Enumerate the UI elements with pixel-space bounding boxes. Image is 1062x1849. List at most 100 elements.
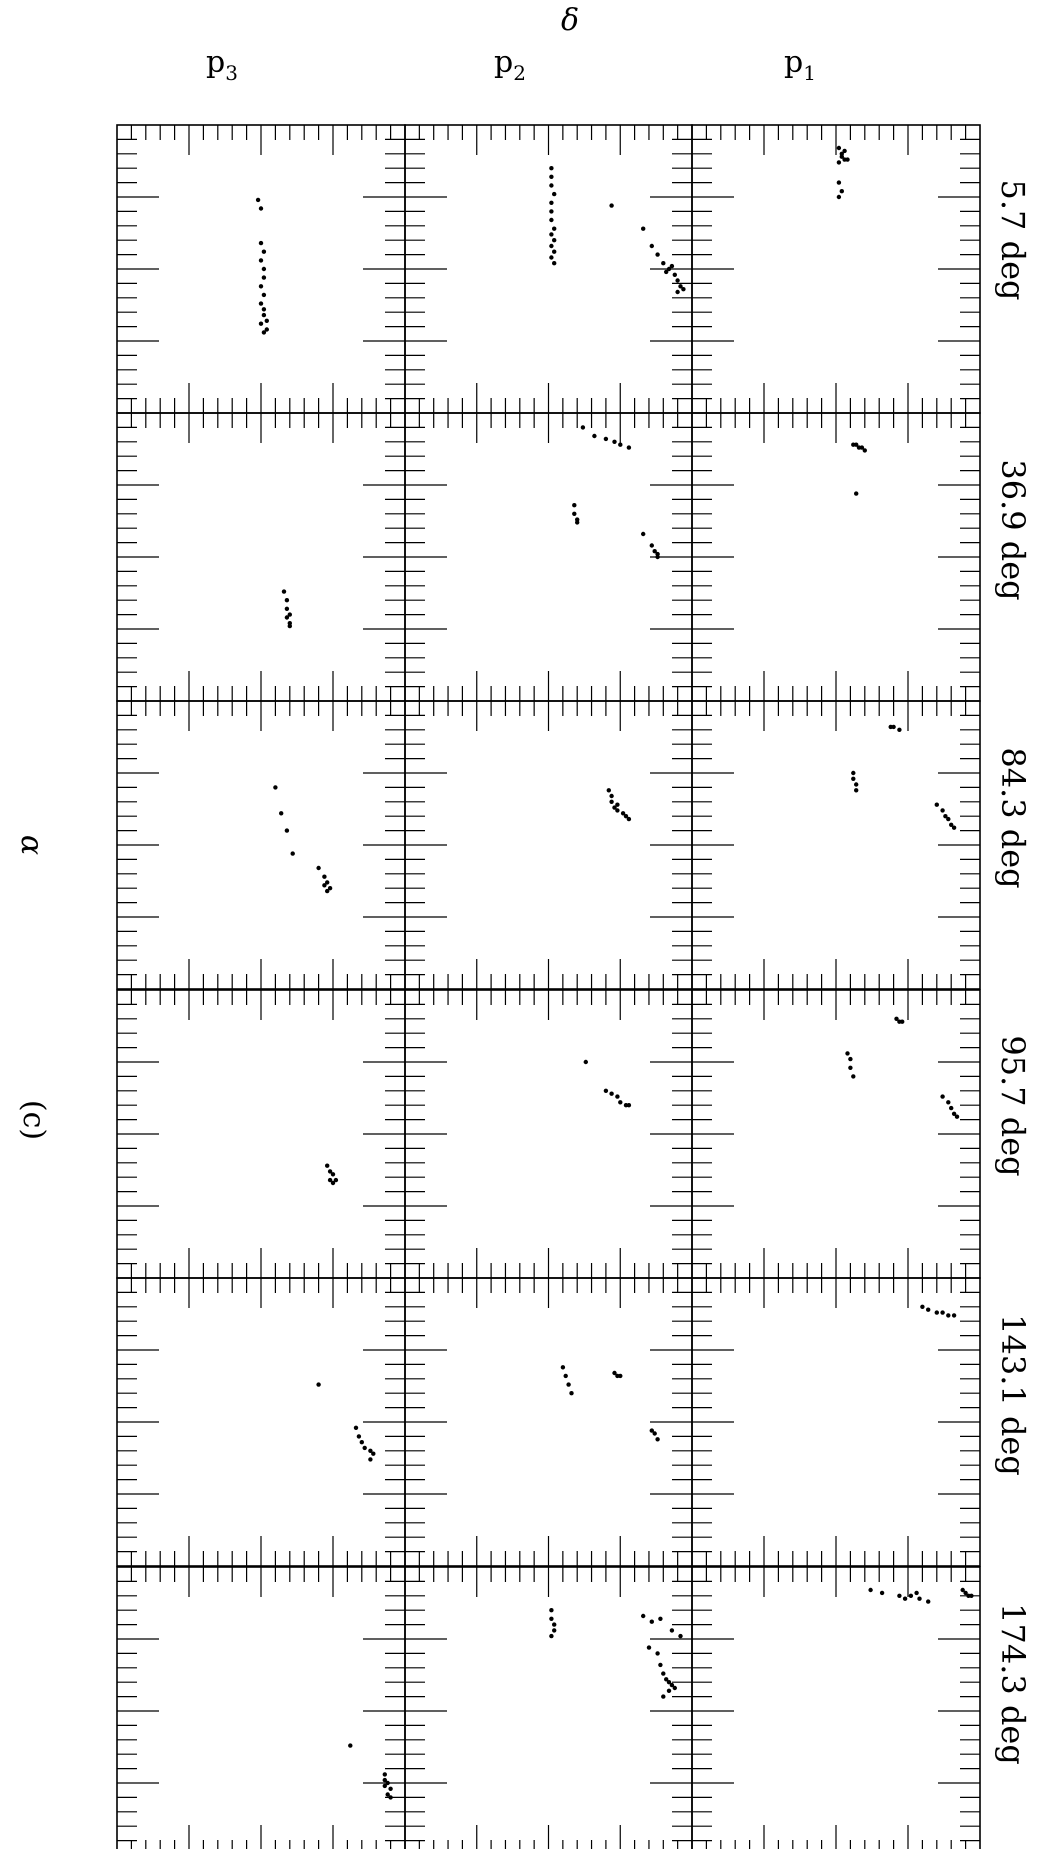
data-point — [258, 321, 264, 326]
column-label-p1: p1 — [784, 45, 816, 85]
data-point — [261, 275, 267, 280]
data-point — [255, 197, 261, 203]
data-point — [900, 1019, 905, 1024]
data-point — [934, 802, 939, 807]
data-point — [669, 1682, 675, 1688]
data-point — [902, 1596, 908, 1601]
data-point — [549, 200, 554, 205]
data-point — [620, 811, 626, 816]
data-point — [592, 433, 597, 439]
data-point — [385, 1780, 390, 1786]
data-point — [549, 1616, 554, 1622]
panel-frame — [404, 989, 693, 1279]
data-point — [322, 874, 327, 879]
data-point — [261, 249, 267, 254]
data-point — [943, 814, 948, 819]
data-point — [675, 278, 680, 283]
column-label-p3: p3 — [206, 45, 238, 85]
panel-frame — [404, 1566, 693, 1849]
data-point — [333, 1177, 339, 1183]
data-point — [353, 1425, 359, 1431]
data-point — [618, 1373, 623, 1379]
data-point — [609, 793, 614, 799]
row-label-6: 174.3 deg — [994, 1603, 1032, 1765]
panel-frame — [691, 989, 981, 1279]
data-point — [851, 1074, 856, 1079]
data-point — [836, 145, 842, 151]
data-point — [848, 1056, 853, 1062]
data-point — [845, 1051, 850, 1056]
data-point — [664, 269, 669, 275]
data-point — [854, 442, 859, 447]
panel-frame — [691, 700, 981, 990]
data-point — [851, 770, 856, 776]
panel-frame — [691, 124, 981, 414]
data-point — [325, 888, 330, 894]
data-point — [284, 606, 290, 611]
data-point — [914, 1590, 919, 1596]
data-point — [655, 252, 660, 257]
data-point — [552, 191, 557, 197]
data-point — [963, 1590, 968, 1596]
data-point — [954, 1114, 960, 1119]
data-point — [951, 1111, 957, 1117]
data-point — [661, 261, 666, 266]
data-point — [920, 1304, 925, 1310]
panel-frame — [116, 412, 406, 702]
data-point — [356, 1434, 362, 1439]
data-point — [549, 255, 554, 260]
data-point — [261, 312, 267, 318]
data-point — [552, 226, 557, 231]
data-point — [854, 782, 859, 787]
data-point — [330, 1172, 336, 1177]
data-point — [258, 258, 264, 263]
data-point — [666, 1680, 672, 1685]
data-point — [563, 1373, 568, 1379]
data-point — [552, 261, 557, 266]
data-point — [626, 1103, 632, 1108]
data-point — [839, 154, 844, 159]
row-label-5: 143.1 deg — [994, 1314, 1032, 1476]
data-point — [258, 240, 264, 246]
data-point — [649, 1428, 654, 1433]
panel-frame — [116, 1566, 406, 1849]
data-point — [549, 183, 554, 188]
data-point — [281, 589, 287, 594]
data-point — [618, 1100, 623, 1105]
data-point — [859, 445, 865, 450]
y-axis-symbol: δ — [561, 3, 579, 38]
data-point — [264, 318, 269, 323]
data-point — [552, 1628, 557, 1633]
data-point — [678, 284, 683, 289]
data-point — [675, 289, 680, 295]
data-point — [946, 816, 951, 822]
data-point — [940, 1310, 945, 1315]
data-point — [641, 226, 646, 231]
data-point — [258, 206, 264, 211]
x-axis-symbol: α — [14, 835, 49, 855]
panel-frame — [404, 700, 693, 990]
data-point — [951, 1313, 957, 1318]
data-point — [946, 1313, 951, 1318]
data-point — [385, 1792, 390, 1797]
panel-frame — [404, 124, 693, 414]
data-point — [261, 307, 267, 312]
data-point — [681, 287, 686, 292]
data-point — [322, 883, 327, 888]
data-point — [552, 238, 557, 243]
data-point — [371, 1451, 376, 1456]
data-point — [666, 1688, 672, 1694]
data-point — [316, 1382, 321, 1387]
data-point — [612, 1370, 617, 1376]
panel-label: (c) — [16, 1100, 51, 1140]
data-point — [612, 439, 617, 444]
data-point — [940, 808, 945, 813]
data-point — [606, 788, 611, 793]
data-point — [560, 1365, 566, 1370]
data-point — [655, 554, 660, 560]
data-point — [388, 1795, 393, 1800]
data-point — [649, 243, 654, 249]
data-point — [327, 1177, 333, 1183]
data-point — [580, 425, 586, 430]
panel-frame — [691, 1566, 981, 1849]
